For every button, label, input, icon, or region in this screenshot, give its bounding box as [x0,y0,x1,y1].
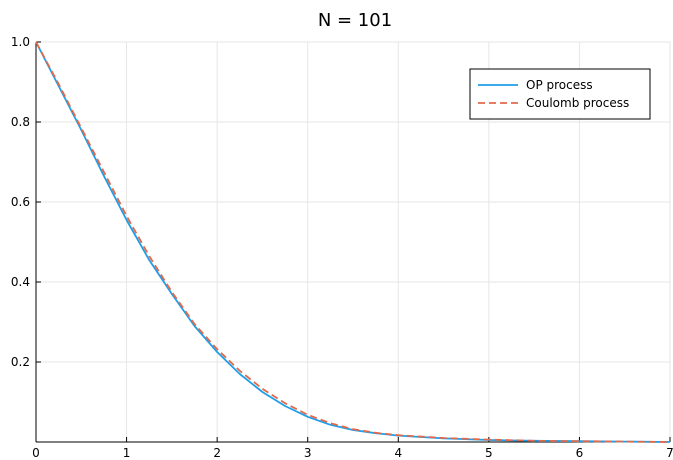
legend: OP process Coulomb process [469,68,651,120]
x-tick-label: 1 [123,446,131,460]
y-tick-label: 0.2 [11,355,30,369]
x-tick-label: 3 [304,446,312,460]
x-tick-label: 7 [666,446,673,460]
series-line-op-process [35,41,671,443]
legend-label: OP process [526,78,593,92]
y-tick-label: 0.8 [11,115,30,129]
y-tick-label: 0.6 [11,195,30,209]
series-lines [35,41,671,443]
axes [35,41,671,443]
y-tick-label: 0.4 [11,275,30,289]
legend-label: Coulomb process [526,96,629,110]
tick-labels: 0 1 2 3 4 5 6 7 0.2 0.4 0.6 0.8 1.0 [11,35,673,460]
chart-title: N = 101 [318,10,392,31]
legend-box [469,68,651,120]
x-tick-label: 5 [485,446,493,460]
y-tick-label: 1.0 [11,35,30,49]
x-tick-label: 0 [32,446,40,460]
x-tick-label: 2 [213,446,221,460]
x-tick-label: 4 [394,446,402,460]
series-line-coulomb-process [35,41,671,443]
x-tick-label: 6 [576,446,584,460]
